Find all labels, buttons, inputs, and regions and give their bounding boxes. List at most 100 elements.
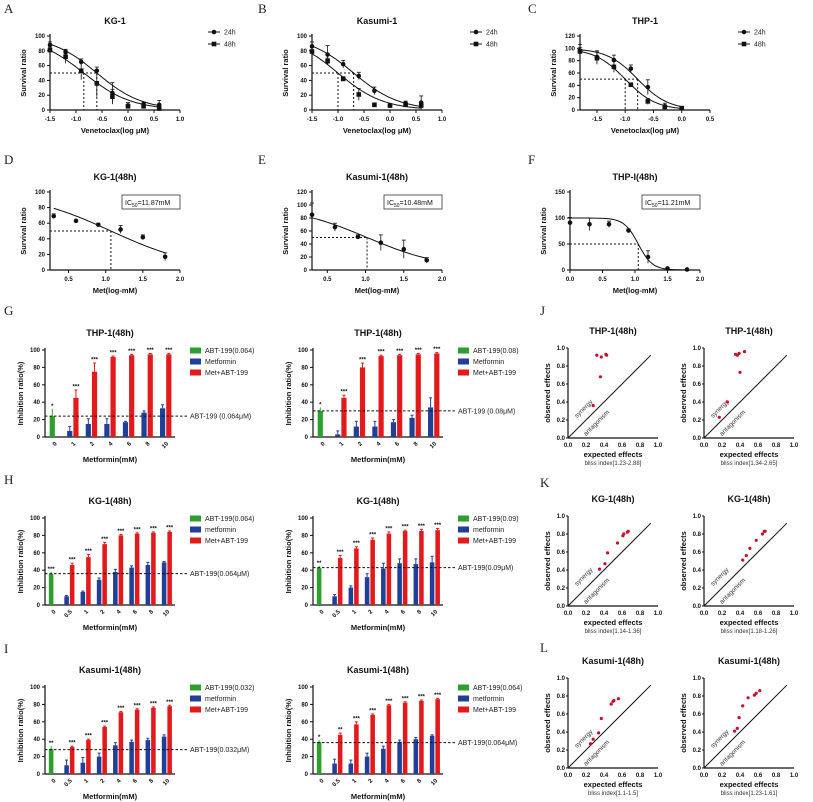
bliss-index-label: bliss index[1.34-2.65] <box>721 461 778 467</box>
data-point <box>741 558 745 562</box>
legend-marker <box>211 41 217 47</box>
bar-metformin <box>104 423 110 437</box>
legend-label: metformin <box>205 696 236 703</box>
synergy-label: synergy <box>573 566 595 588</box>
x-tick-label: 1.5 <box>400 277 409 283</box>
x-tick-label: 1.0 <box>790 773 799 779</box>
bar-combination <box>402 702 408 774</box>
data-point <box>744 554 748 558</box>
data-point <box>418 103 424 108</box>
data-point <box>63 54 68 60</box>
y-tick-label: 20 <box>300 255 307 261</box>
legend-swatch <box>458 358 469 365</box>
y-tick-label: 0.8 <box>557 532 566 538</box>
legend-label: ABT-199(0.064) <box>205 348 254 355</box>
ic50-annotation-box <box>121 194 181 210</box>
legend-label: 24h <box>754 30 766 37</box>
chart-kasumi1-metformin: Kasumi-1(48h) 0 20 40 60 80 100 120 0.5 1.0 1.5 2.0… <box>281 172 447 295</box>
data-point <box>378 240 384 245</box>
x-tick-label: 0.4 <box>600 443 609 449</box>
chart-title: THP-1(48h) <box>725 326 773 336</box>
x-axis-label: Met(log-mM) <box>355 286 400 295</box>
reference-line-label: ABT-199(0.064μM) <box>190 571 249 578</box>
y-tick-label: 40 <box>301 737 308 743</box>
data-point <box>597 567 602 571</box>
x-tick-label: 6 <box>132 778 139 785</box>
x-tick-label: 1.5 <box>663 277 672 283</box>
data-point <box>588 742 593 746</box>
data-point <box>738 370 742 374</box>
data-point <box>162 254 168 260</box>
bar-metformin <box>409 417 415 437</box>
x-tick-label: 0 <box>51 778 58 785</box>
chart-kg1-venetoclax: KG-1 0 20 40 60 80 100 -1.5 -1.0 -0.5 0.0 0.5 1.0 Ven… <box>19 16 236 135</box>
y-tick-label: 40 <box>33 568 40 574</box>
bar-abt199 <box>48 748 54 774</box>
x-tick-label: 0.4 <box>600 611 609 617</box>
bar-metformin <box>96 756 102 774</box>
x-tick-label: 1 <box>351 609 358 616</box>
data-point <box>372 102 377 108</box>
y-tick-label: 60 <box>33 720 40 726</box>
y-tick-label: 0 <box>37 435 41 441</box>
significance-label: *** <box>150 702 158 708</box>
significance-label: *** <box>101 721 109 727</box>
bar-combination <box>69 747 75 774</box>
x-tick-label: 1 <box>83 778 90 785</box>
y-axis-label: Survival ratio <box>281 49 290 97</box>
chart-kg1-bliss-b: KG-1(48h) 0.00.0 0.2 0.2 0.4 0.4 0.6 0.6 0.8 0.8 1… <box>679 494 799 635</box>
x-tick-label: 0.4 <box>736 443 745 449</box>
y-tick-label: 100 <box>35 34 46 40</box>
y-axis-label: Survival ratio <box>539 207 548 255</box>
y-tick-label: 40 <box>38 78 45 84</box>
legend-label: Met+ABT-199 <box>473 707 516 714</box>
legend-label: metformin <box>473 696 504 703</box>
legend-swatch <box>458 684 469 691</box>
y-tick-label: 0.8 <box>693 694 702 700</box>
data-point <box>332 224 338 230</box>
x-tick-label: 4 <box>116 609 123 616</box>
legend-label: ABT-199(0.032) <box>205 685 254 692</box>
data-point <box>684 267 690 272</box>
x-tick-label: 6 <box>400 609 407 616</box>
x-tick-label: 0.8 <box>636 773 645 779</box>
additivity-diagonal <box>703 522 788 607</box>
bar-combination <box>134 533 140 605</box>
antagonism-label: antagonism <box>718 739 747 768</box>
data-point <box>78 68 84 74</box>
x-tick-label: 6 <box>126 441 133 448</box>
data-point <box>340 61 346 67</box>
bar-metformin <box>129 741 134 774</box>
legend-marker <box>211 29 217 35</box>
y-tick-label: 100 <box>555 216 566 222</box>
chart-title: KG-1(48h) <box>88 496 131 506</box>
bar-metformin <box>113 571 118 605</box>
x-axis-label: Venetoclax(log μM) <box>81 126 150 135</box>
bar-abt199 <box>48 573 54 605</box>
legend-label: 24h <box>486 30 498 37</box>
y-tick-label: 60 <box>33 551 40 557</box>
panel-letter-a: A <box>4 1 14 16</box>
chart-thp1-inhibition-b: THP-1(48h) 0 20 40 60 80 100 0 1 2 4 6 8 10 Metformin(… <box>284 328 519 464</box>
y-tick-label: 0.6 <box>557 382 566 388</box>
x-axis-label: Metformin(mM) <box>83 792 138 801</box>
significance-label: *** <box>101 537 109 543</box>
x-tick-label: 8 <box>145 441 152 448</box>
bar-combination <box>86 740 91 774</box>
x-tick-label: 0.6 <box>618 443 627 449</box>
significance-label: *** <box>434 693 442 699</box>
bliss-index-label: bliss index[1.23-2.88] <box>585 461 642 467</box>
bliss-index-label: bliss index[1.1-1.5] <box>588 791 638 797</box>
legend-marker <box>473 41 479 47</box>
legend-swatch <box>190 684 201 691</box>
x-tick-label: 4 <box>116 778 123 785</box>
y-tick-label: 0 <box>304 268 308 274</box>
legend-label: metformin <box>473 527 504 534</box>
bar-metformin <box>372 426 378 437</box>
y-tick-label: 20 <box>301 755 308 761</box>
data-point <box>737 716 741 720</box>
y-axis-label: Inhibition ratio(%) <box>284 529 293 593</box>
x-tick-label: 0.6 <box>754 773 763 779</box>
y-tick-label: 150 <box>555 190 566 196</box>
bar-combination <box>151 532 156 605</box>
